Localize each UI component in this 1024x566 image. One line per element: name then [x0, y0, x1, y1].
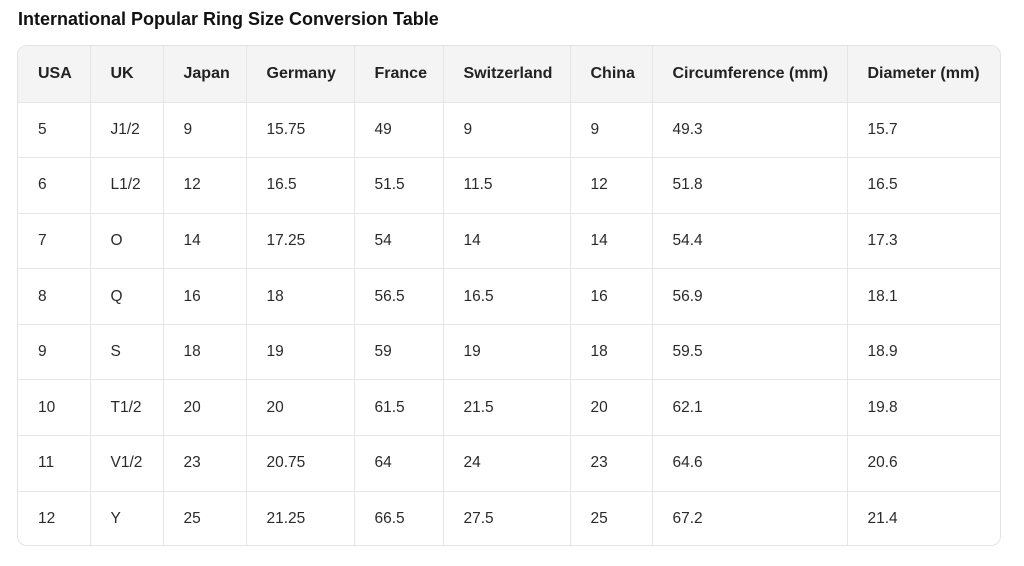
table-cell-germany: 17.25: [246, 213, 355, 270]
table-cell-france: 61.5: [354, 379, 444, 437]
table-cell-france: 64: [354, 435, 444, 492]
table-cell-china: 9: [570, 102, 653, 159]
table-cell-circumference: 67.2: [652, 491, 848, 545]
table-cell-france: 66.5: [354, 491, 444, 545]
table-cell-usa: 8: [18, 268, 91, 325]
table-row: 12 Y 25 21.25 66.5 27.5 25 67.2 21.4: [18, 491, 1000, 545]
table-cell-circumference: 54.4: [652, 213, 848, 270]
column-header-uk: UK: [90, 46, 164, 103]
ring-size-table-container: USA UK Japan Germany France Switzerland China C…: [17, 45, 1001, 546]
column-header-france: France: [354, 46, 444, 103]
table-cell-china: 12: [570, 157, 653, 214]
table-cell-france: 54: [354, 213, 444, 270]
table-cell-germany: 19: [246, 324, 355, 381]
table-row: 9 S 18 19 59 19 18 59.5 18.9: [18, 324, 1000, 381]
column-header-germany: Germany: [246, 46, 355, 103]
table-cell-diameter: 20.6: [847, 435, 1000, 492]
table-cell-diameter: 17.3: [847, 213, 1000, 270]
table-cell-usa: 9: [18, 324, 91, 381]
column-header-china: China: [570, 46, 653, 103]
table-cell-germany: 21.25: [246, 491, 355, 545]
table-cell-france: 56.5: [354, 268, 444, 325]
table-cell-uk: O: [90, 213, 164, 270]
table-cell-germany: 20.75: [246, 435, 355, 492]
table-cell-japan: 12: [163, 157, 247, 214]
table-cell-france: 51.5: [354, 157, 444, 214]
table-row: 6 L1/2 12 16.5 51.5 11.5 12 51.8 16.5: [18, 157, 1000, 214]
table-cell-switzerland: 14: [443, 213, 571, 270]
table-cell-japan: 9: [163, 102, 247, 159]
table-cell-uk: Q: [90, 268, 164, 325]
table-cell-germany: 18: [246, 268, 355, 325]
table-cell-circumference: 59.5: [652, 324, 848, 381]
column-header-switzerland: Switzerland: [443, 46, 571, 103]
column-header-diameter: Diameter (mm): [847, 46, 1000, 103]
table-row: 11 V1/2 23 20.75 64 24 23 64.6 20.6: [18, 435, 1000, 492]
table-cell-circumference: 51.8: [652, 157, 848, 214]
table-cell-uk: T1/2: [90, 379, 164, 437]
table-cell-circumference: 56.9: [652, 268, 848, 325]
table-cell-diameter: 16.5: [847, 157, 1000, 214]
table-cell-usa: 11: [18, 435, 91, 492]
table-cell-japan: 18: [163, 324, 247, 381]
table-cell-usa: 10: [18, 379, 91, 437]
table-cell-switzerland: 11.5: [443, 157, 571, 214]
table-cell-switzerland: 9: [443, 102, 571, 159]
table-cell-uk: S: [90, 324, 164, 381]
table-cell-circumference: 62.1: [652, 379, 848, 437]
table-cell-diameter: 15.7: [847, 102, 1000, 159]
table-row: 5 J1/2 9 15.75 49 9 9 49.3 15.7: [18, 102, 1000, 159]
table-cell-japan: 25: [163, 491, 247, 545]
table-cell-switzerland: 16.5: [443, 268, 571, 325]
table-cell-france: 59: [354, 324, 444, 381]
table-cell-germany: 16.5: [246, 157, 355, 214]
table-cell-usa: 7: [18, 213, 91, 270]
table-cell-uk: L1/2: [90, 157, 164, 214]
column-header-circumference: Circumference (mm): [652, 46, 848, 103]
table-cell-diameter: 19.8: [847, 379, 1000, 437]
table-cell-diameter: 18.9: [847, 324, 1000, 381]
table-row: 10 T1/2 20 20 61.5 21.5 20 62.1 19.8: [18, 379, 1000, 437]
ring-size-table: USA UK Japan Germany France Switzerland China C…: [18, 46, 1000, 545]
table-header-row: USA UK Japan Germany France Switzerland China C…: [18, 46, 1000, 103]
table-row: 8 Q 16 18 56.5 16.5 16 56.9 18.1: [18, 268, 1000, 325]
table-cell-china: 14: [570, 213, 653, 270]
table-cell-switzerland: 27.5: [443, 491, 571, 545]
table-row: 7 O 14 17.25 54 14 14 54.4 17.3: [18, 213, 1000, 270]
table-cell-germany: 20: [246, 379, 355, 437]
table-cell-switzerland: 24: [443, 435, 571, 492]
table-cell-china: 16: [570, 268, 653, 325]
column-header-usa: USA: [18, 46, 91, 103]
table-cell-diameter: 21.4: [867, 510, 898, 528]
table-cell-china: 18: [570, 324, 653, 381]
table-cell-uk: V1/2: [90, 435, 164, 492]
table-body: 5 J1/2 9 15.75 49 9 9 49.3 15.7 6 L1/2 12 16.5 51.5 11…: [18, 102, 1000, 545]
table-cell-china: 20: [570, 379, 653, 437]
table-cell-china: 23: [570, 435, 653, 492]
column-header-japan: Japan: [163, 46, 247, 103]
table-cell-japan: 20: [163, 379, 247, 437]
table-cell-usa: 12: [18, 491, 91, 545]
table-cell-china: 25: [570, 491, 653, 545]
table-cell-diameter: 18.1: [847, 268, 1000, 325]
table-cell-switzerland: 21.5: [443, 379, 571, 437]
table-cell-france: 49: [354, 102, 444, 159]
table-cell-japan: 16: [163, 268, 247, 325]
page-title: International Popular Ring Size Conversi…: [18, 9, 439, 29]
table-cell-circumference: 49.3: [652, 102, 848, 159]
table-cell-japan: 14: [163, 213, 247, 270]
table-cell-germany: 15.75: [246, 102, 355, 159]
table-cell-circumference: 64.6: [652, 435, 848, 492]
table-cell-uk: J1/2: [90, 102, 164, 159]
table-cell-usa: 6: [18, 157, 91, 214]
table-cell-uk: Y: [90, 491, 164, 545]
table-cell-japan: 23: [163, 435, 247, 492]
table-cell-switzerland: 19: [443, 324, 571, 381]
table-cell-usa: 5: [18, 102, 91, 159]
